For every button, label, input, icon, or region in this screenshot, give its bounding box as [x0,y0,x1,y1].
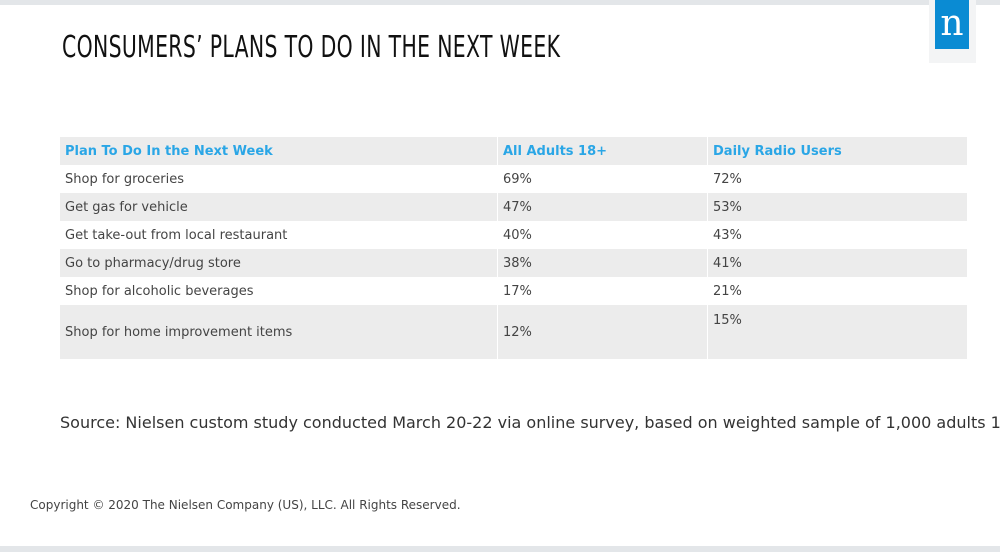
plan-cell: Shop for home improvement items [60,305,498,359]
table-row: Shop for groceries 69% 72% [60,165,968,193]
all-adults-cell: 47% [497,193,708,221]
all-adults-cell: 69% [497,165,708,193]
radio-users-cell: 53% [707,193,968,221]
nielsen-logo-icon: n [935,0,969,49]
radio-users-cell: 21% [707,277,968,305]
plan-cell: Get gas for vehicle [60,193,498,221]
table-header-row: Plan To Do In the Next Week All Adults 1… [60,137,968,165]
all-adults-cell: 40% [497,221,708,249]
page-title: CONSUMERS’ PLANS TO DO IN THE NEXT WEEK [62,30,561,65]
all-adults-cell: 17% [497,277,708,305]
table-row: Go to pharmacy/drug store 38% 41% [60,249,968,277]
radio-users-cell: 15% [707,305,968,359]
top-frame-bar [0,0,1000,5]
plan-cell: Shop for alcoholic beverages [60,277,498,305]
radio-users-cell: 41% [707,249,968,277]
logo-container: n [929,0,976,63]
table-row: Shop for home improvement items 12% 15% [60,305,968,359]
column-header-plan: Plan To Do In the Next Week [60,137,498,165]
source-note: Source: Nielsen custom study conducted M… [60,413,1000,432]
column-header-radio-users: Daily Radio Users [707,137,968,165]
table-row: Get take-out from local restaurant 40% 4… [60,221,968,249]
table-row: Get gas for vehicle 47% 53% [60,193,968,221]
column-header-all-adults: All Adults 18+ [497,137,708,165]
plan-cell: Get take-out from local restaurant [60,221,498,249]
plan-cell: Go to pharmacy/drug store [60,249,498,277]
all-adults-cell: 38% [497,249,708,277]
all-adults-cell: 12% [497,305,708,359]
plan-cell: Shop for groceries [60,165,498,193]
plans-table: Plan To Do In the Next Week All Adults 1… [60,137,968,359]
copyright-notice: Copyright © 2020 The Nielsen Company (US… [30,498,461,512]
radio-users-cell: 43% [707,221,968,249]
table-row: Shop for alcoholic beverages 17% 21% [60,277,968,305]
radio-users-cell: 72% [707,165,968,193]
bottom-frame-bar [0,546,1000,552]
